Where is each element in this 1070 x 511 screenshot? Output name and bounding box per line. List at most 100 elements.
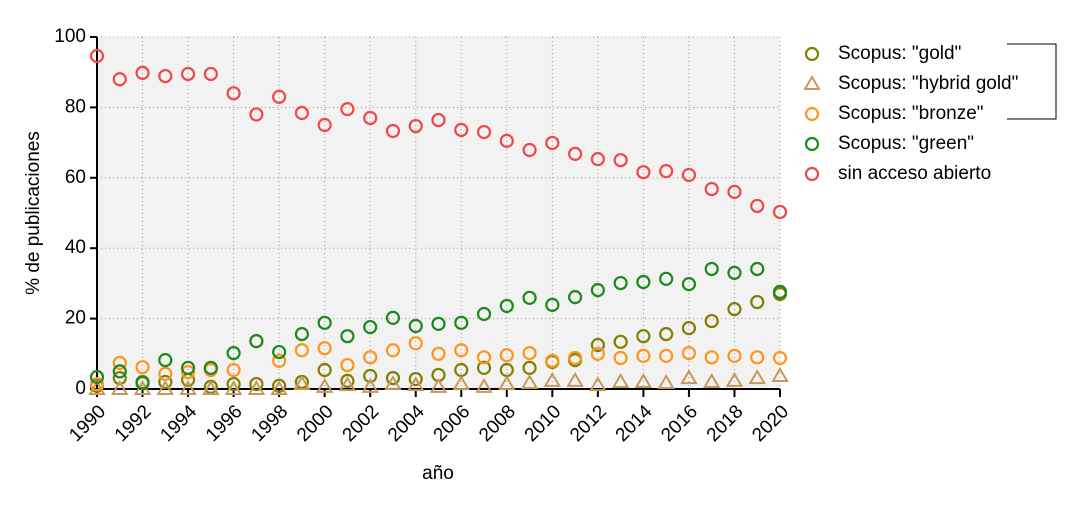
marker (659, 348, 674, 364)
marker (613, 334, 628, 349)
marker (431, 112, 446, 128)
x-axis-label: año (422, 463, 454, 484)
marker (363, 368, 378, 384)
marker (613, 350, 628, 366)
marker (408, 336, 423, 351)
marker (111, 380, 129, 395)
marker (659, 164, 674, 179)
marker (750, 294, 765, 310)
marker (272, 378, 287, 393)
marker (202, 380, 220, 395)
marker (613, 275, 628, 291)
x-tick-label: 2014 (612, 401, 657, 446)
marker (429, 377, 448, 393)
plot-area (97, 37, 780, 389)
marker (317, 341, 332, 356)
legend-bracket (1007, 43, 1057, 120)
marker (431, 346, 446, 361)
marker (385, 123, 401, 139)
marker (590, 282, 605, 298)
marker (522, 360, 537, 375)
marker (226, 362, 241, 378)
marker (681, 277, 697, 292)
marker (203, 66, 218, 82)
marker (567, 146, 583, 161)
marker (681, 321, 697, 336)
marker (657, 374, 675, 390)
marker (454, 343, 469, 358)
marker (589, 376, 607, 392)
marker (361, 377, 379, 393)
marker (156, 380, 175, 395)
marker (89, 48, 105, 64)
marker (158, 374, 173, 390)
marker (476, 124, 492, 140)
marker (408, 118, 423, 134)
y-tick-label: 40 (65, 237, 86, 258)
marker (772, 284, 788, 299)
marker (725, 371, 744, 387)
marker (452, 375, 471, 391)
marker (180, 360, 196, 375)
marker (89, 376, 105, 392)
marker (454, 315, 469, 330)
x-tick-label: 2012 (566, 401, 611, 446)
legend-marker (804, 46, 820, 62)
marker (135, 65, 150, 81)
marker (158, 68, 173, 84)
marker (590, 337, 605, 353)
marker (270, 380, 288, 395)
marker (294, 326, 309, 342)
marker (566, 371, 584, 387)
marker (293, 375, 311, 391)
marker (272, 344, 287, 360)
marker (704, 313, 719, 329)
marker (499, 133, 514, 148)
marker (363, 350, 378, 365)
legend-label: Scopus: "green" (838, 133, 974, 154)
marker (112, 370, 127, 386)
marker (613, 153, 628, 168)
marker (408, 372, 423, 387)
marker (545, 297, 560, 312)
marker (771, 366, 789, 382)
legend-marker (804, 166, 820, 182)
marker (317, 362, 332, 378)
x-tick-label: 2000 (293, 401, 338, 446)
marker (363, 319, 378, 335)
marker (727, 348, 742, 364)
marker (750, 261, 765, 277)
legend-marker (803, 75, 821, 90)
marker (226, 376, 241, 392)
marker (158, 366, 173, 381)
marker (727, 184, 742, 199)
marker (750, 198, 765, 214)
marker (135, 375, 150, 391)
marker (476, 360, 492, 375)
marker (727, 265, 742, 280)
marker (499, 348, 514, 363)
marker (179, 380, 197, 395)
x-tick-label: 2004 (384, 401, 429, 446)
x-tick-label: 2006 (430, 401, 475, 446)
x-tick-label: 2010 (521, 401, 566, 446)
marker (112, 355, 127, 371)
marker (634, 372, 653, 388)
x-tick-label: 2008 (475, 401, 520, 446)
marker (340, 329, 355, 344)
marker (249, 376, 264, 392)
marker (317, 315, 332, 330)
marker (317, 117, 332, 133)
marker (385, 310, 401, 325)
marker (89, 369, 105, 385)
x-tick-label: 2020 (748, 401, 793, 446)
y-tick-label: 60 (65, 167, 86, 188)
marker (498, 375, 516, 391)
legend-label: Scopus: "gold" (838, 43, 961, 64)
marker (567, 290, 583, 305)
marker (522, 345, 537, 361)
marker (611, 372, 630, 388)
marker (340, 373, 355, 389)
marker (590, 152, 605, 167)
